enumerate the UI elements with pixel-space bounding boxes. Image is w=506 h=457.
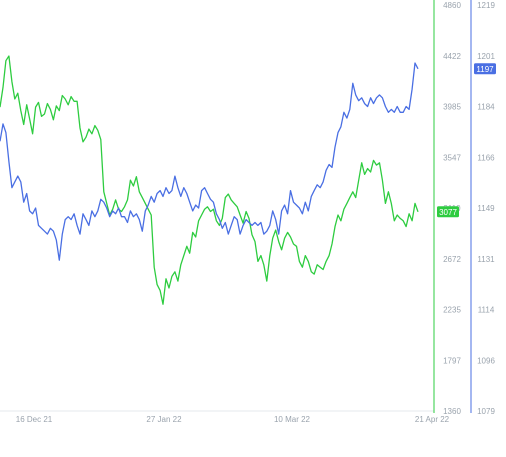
right-axis-tick-label: 1114 — [478, 306, 495, 315]
right-last-value-badge: 1197 — [474, 63, 496, 75]
left-axis-tick-label: 4860 — [443, 1, 461, 10]
x-tick-label: 16 Dec 21 — [16, 415, 53, 424]
x-tick-label: 27 Jan 22 — [146, 415, 182, 424]
left-axis-tick-label: 2672 — [443, 255, 461, 264]
series-lines — [0, 55, 419, 305]
right-axis-tick-label: 1149 — [477, 204, 495, 213]
right-axis-tick-label: 1166 — [477, 153, 495, 162]
left-axis-tick-label: 2235 — [443, 306, 461, 315]
x-axis-ticks: 16 Dec 21 27 Jan 22 10 Mar 22 21 Apr 22 — [16, 415, 450, 424]
right-axis-tick-label: 1096 — [477, 356, 495, 365]
right-last-value-badge-bg — [474, 63, 496, 75]
left-axis-tick-label: 1797 — [443, 356, 461, 365]
right-axis-tick-label: 1131 — [477, 255, 495, 264]
left-axis-tick-label: 1360 — [443, 407, 461, 416]
right-axis-ticks: 1219 1201 1184 1166 1149 1131 1114 1096 1079 — [477, 1, 495, 416]
right-axis-tick-label: 1201 — [477, 52, 495, 61]
left-axis-tick-label: 4422 — [443, 52, 461, 61]
x-tick-label: 21 Apr 22 — [415, 415, 450, 424]
right-axis-tick-label: 1079 — [477, 407, 495, 416]
series-line-1 — [0, 55, 419, 305]
right-axis-tick-label: 1219 — [477, 1, 495, 10]
right-axis-tick-label: 1184 — [477, 103, 495, 112]
last-value-badges: 3077 1197 — [437, 63, 496, 218]
x-tick-label: 10 Mar 22 — [274, 415, 311, 424]
left-axis-tick-label: 3985 — [443, 103, 461, 112]
series-line-2 — [0, 62, 419, 261]
left-last-value-label: 3077 — [439, 208, 457, 217]
left-axis-tick-label: 3547 — [443, 153, 461, 162]
left-last-value-badge-bg — [437, 206, 459, 218]
right-last-value-label: 1197 — [476, 65, 494, 74]
left-last-value-badge: 3077 — [437, 206, 459, 218]
